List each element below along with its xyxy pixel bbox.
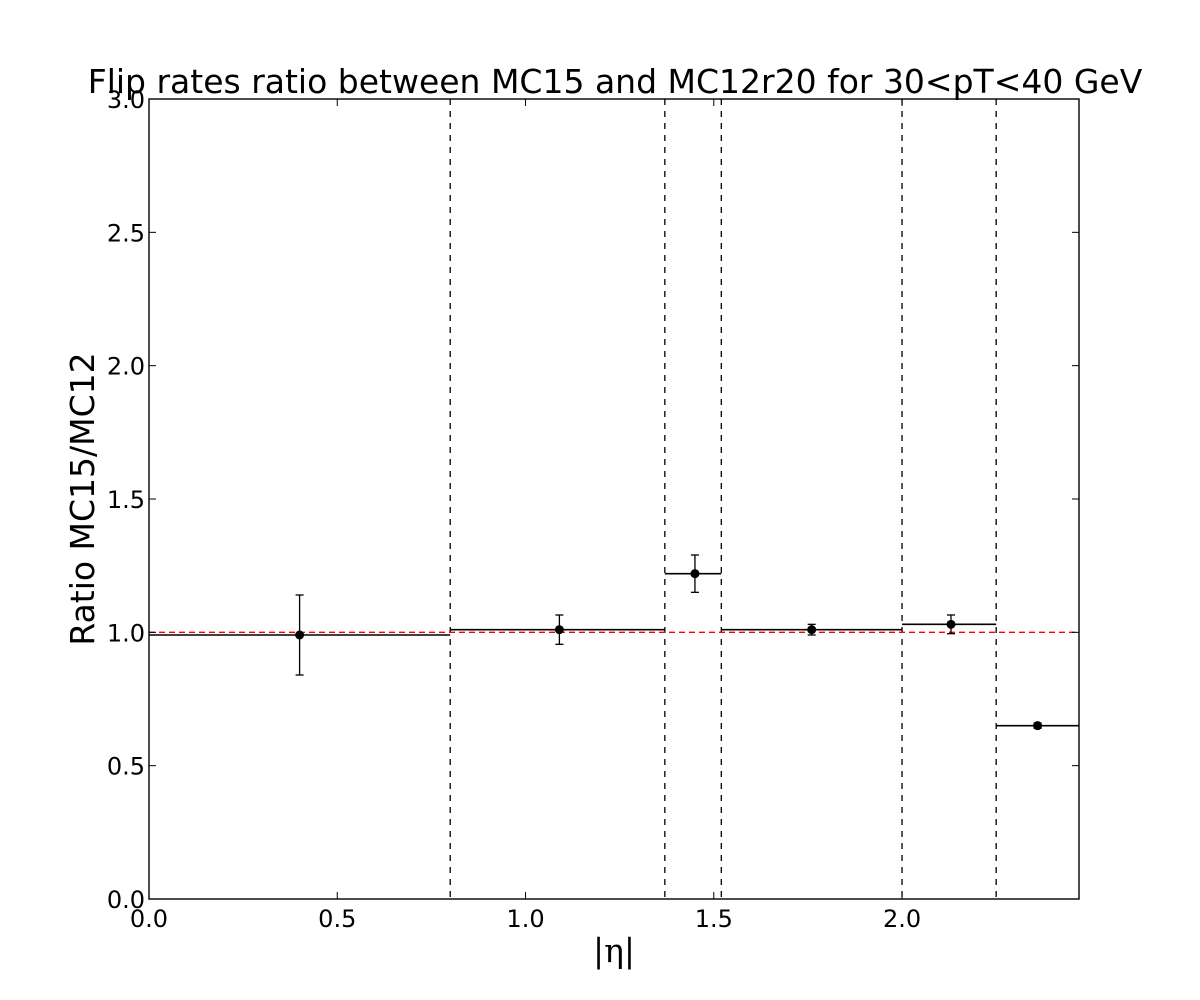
y-tick-label: 3.0 [107, 86, 145, 114]
data-point [1033, 721, 1043, 731]
x-tick-label: 0.5 [318, 905, 356, 933]
chart-title: Flip rates ratio between MC15 and MC12r2… [88, 62, 1143, 101]
data-point [807, 625, 817, 635]
data-point [690, 569, 700, 579]
data-point [295, 630, 305, 640]
plot-area [148, 98, 1080, 900]
x-tick-label: 2.0 [883, 905, 921, 933]
x-tick-label: 1.5 [695, 905, 733, 933]
x-tick-label: 1.0 [506, 905, 544, 933]
data-point [946, 619, 956, 629]
y-tick-label: 1.5 [107, 486, 145, 514]
x-axis-label: |η| [593, 931, 635, 970]
y-tick-label: 1.0 [107, 619, 145, 647]
y-axis-label: Ratio MC15/MC12 [63, 352, 102, 645]
y-tick-label: 0.0 [107, 886, 145, 914]
x-tick-label: 0.0 [130, 905, 168, 933]
axis-ticks: 0.0 0.5 1.0 1.5 2.0 0.0 0.5 1.0 1.5 2.0 2.5 3.0 [107, 86, 1079, 933]
data-point [554, 625, 564, 635]
y-tick-label: 0.5 [107, 753, 145, 781]
y-tick-label: 2.0 [107, 353, 145, 381]
axes-frame [148, 98, 1080, 900]
y-tick-label: 2.5 [107, 219, 145, 247]
